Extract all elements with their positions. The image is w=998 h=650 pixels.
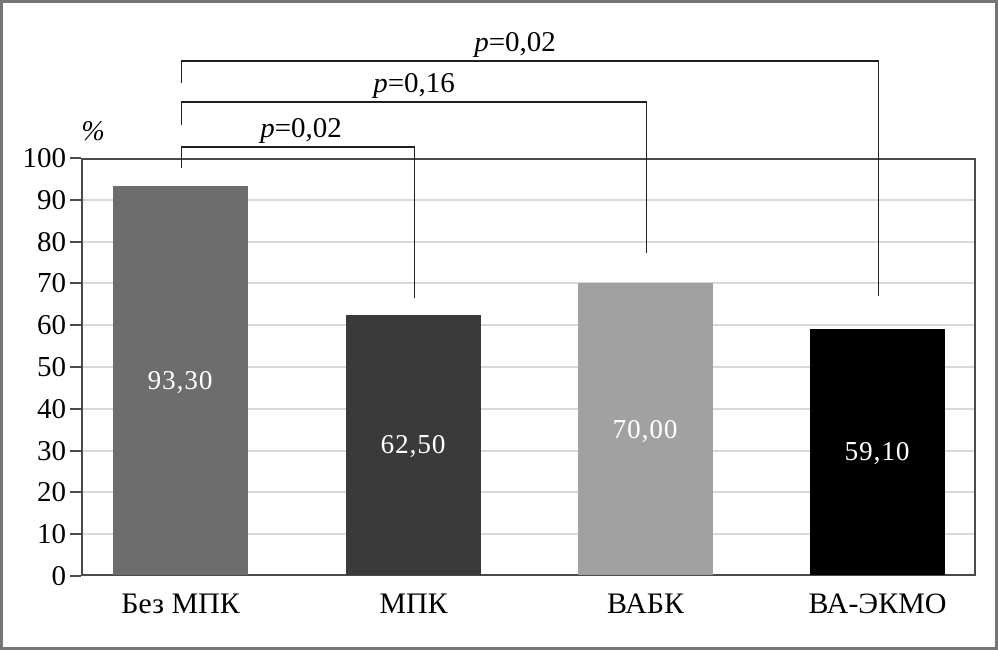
y-axis-tick — [70, 407, 81, 410]
gridline — [81, 491, 976, 494]
y-axis-unit-label: % — [81, 116, 105, 147]
gridline — [81, 407, 976, 410]
y-axis-tick-label: 40 — [37, 392, 66, 425]
y-axis-tick-label: 80 — [37, 225, 66, 258]
category-label: ВАБК — [606, 587, 685, 620]
y-axis-tick-label: 100 — [22, 142, 67, 174]
p-value-label-symbol: p — [373, 67, 388, 99]
p-value-label-symbol: p — [474, 26, 489, 58]
p-value-label-value: =0,02 — [274, 112, 342, 144]
bar: 59,10 — [810, 328, 945, 575]
p-value-bracket-left-tick — [180, 60, 182, 83]
y-axis-tick-label: 30 — [37, 434, 66, 467]
gridline — [81, 449, 976, 452]
p-value-label: p=0,02 — [405, 27, 625, 57]
category-label: Без МПК — [121, 587, 240, 620]
gridline — [81, 324, 976, 327]
bar-value-label: 59,10 — [844, 436, 911, 467]
y-axis-tick — [70, 366, 81, 368]
p-value-bracket-right-tick — [413, 146, 415, 298]
y-axis-tick — [70, 240, 81, 243]
gridline — [81, 533, 976, 536]
y-axis-tick-label: 60 — [37, 309, 66, 342]
gridline — [81, 366, 976, 368]
bar: 70,00 — [578, 283, 713, 575]
category-label: МПК — [379, 587, 448, 620]
gridline — [81, 198, 976, 201]
bar: 93,30 — [113, 186, 248, 575]
y-axis-tick — [70, 533, 81, 536]
category-label: ВА-ЭКМО — [808, 587, 947, 620]
bar-value-label: 62,50 — [380, 429, 447, 460]
y-axis-tick — [70, 449, 81, 452]
gridline — [81, 240, 976, 243]
p-value-label-symbol: p — [260, 112, 275, 144]
p-value-label-value: =0,16 — [387, 67, 455, 99]
y-axis-tick-label: 70 — [37, 267, 66, 300]
p-value-bracket-line — [180, 60, 879, 62]
y-axis-tick-label: 10 — [37, 518, 66, 551]
p-value-bracket-line — [180, 146, 415, 148]
p-value-bracket-left-tick — [180, 101, 182, 125]
y-axis-tick-label: 20 — [37, 476, 66, 509]
y-axis-tick — [70, 157, 81, 159]
y-axis-tick — [70, 491, 81, 494]
y-axis-tick-label: 50 — [37, 351, 66, 383]
y-axis-tick-label: 0 — [51, 560, 67, 592]
p-value-label: p=0,02 — [191, 113, 411, 143]
p-value-label: p=0,16 — [304, 68, 524, 98]
gridline — [81, 282, 976, 285]
y-axis-tick — [70, 282, 81, 285]
p-value-bracket-line — [180, 101, 647, 103]
p-value-label-value: =0,02 — [488, 26, 556, 58]
y-axis-tick — [70, 575, 81, 577]
bar: 62,50 — [346, 314, 481, 575]
p-value-bracket-right-tick — [645, 101, 647, 253]
p-value-bracket-right-tick — [877, 60, 879, 296]
y-axis-tick — [70, 198, 81, 201]
y-axis-tick — [70, 324, 81, 327]
bar-value-label: 70,00 — [612, 413, 679, 444]
bar-value-label: 93,30 — [147, 364, 214, 395]
plot-frame — [81, 158, 976, 576]
p-value-bracket-left-tick — [180, 146, 182, 168]
y-axis-tick-label: 90 — [37, 183, 66, 216]
